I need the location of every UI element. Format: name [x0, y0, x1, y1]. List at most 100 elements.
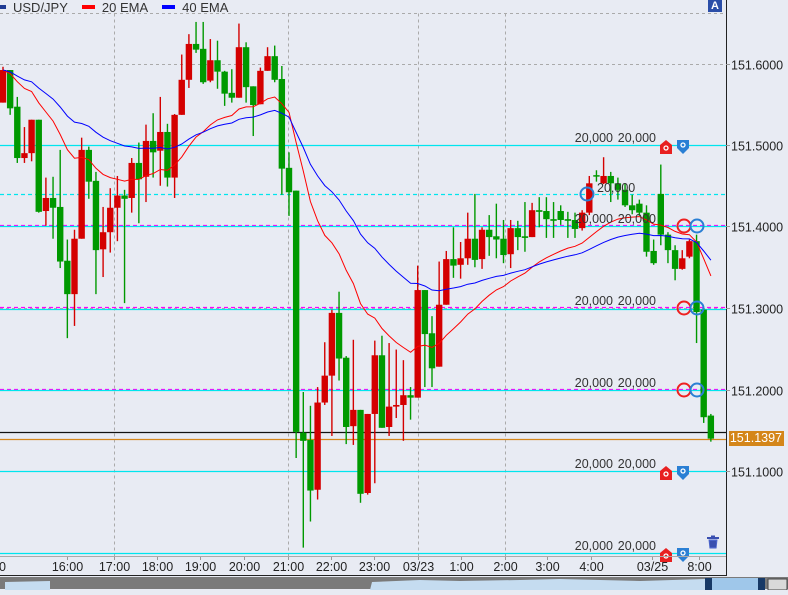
candle-body	[700, 309, 707, 418]
candle-body	[192, 43, 200, 50]
navigator-right-handle[interactable]	[758, 578, 765, 590]
ema-40-line	[2, 69, 712, 292]
candle-body	[414, 290, 421, 398]
candle-body	[671, 250, 679, 269]
candle-body	[135, 162, 143, 180]
order-label: 20,000	[575, 212, 613, 226]
x-tick-label: 16:00	[52, 560, 83, 574]
candle-body	[21, 153, 28, 159]
candle-body	[335, 312, 343, 359]
candle-body	[593, 175, 600, 177]
order-label: 20,000	[618, 294, 656, 308]
order-marker[interactable]: 20,000 20,000	[575, 131, 689, 154]
x-tick-label: 19:00	[185, 560, 216, 574]
candle-body	[643, 212, 650, 252]
candle-body	[514, 228, 521, 238]
candle-body	[629, 205, 636, 211]
x-tick-label: 21:00	[273, 560, 304, 574]
candle-body	[450, 259, 457, 266]
buy-order-circle-icon[interactable]	[689, 218, 705, 234]
order-marker[interactable]: 20,000 20,000	[575, 539, 689, 562]
order-marker[interactable]: 20,000	[579, 181, 636, 202]
x-tick-label: 20:00	[229, 560, 260, 574]
x-tick-label: 03/23	[403, 560, 434, 574]
chart-navigator-scrollbar[interactable]	[0, 577, 788, 591]
candle	[464, 212, 471, 265]
candle-body	[121, 195, 128, 199]
candle	[42, 177, 50, 226]
candle	[629, 194, 636, 215]
y-tick-label: 151.5000	[731, 140, 783, 154]
candle	[528, 202, 536, 238]
trash-icon[interactable]	[706, 535, 720, 549]
navigator-scroll-right-button[interactable]	[767, 578, 788, 591]
candle-body	[385, 406, 393, 427]
candle	[221, 70, 228, 106]
candle-body	[364, 413, 371, 494]
candle	[450, 227, 457, 278]
sell-order-tag-icon[interactable]	[660, 466, 672, 480]
order-marker[interactable]: 20,000 20,000	[575, 212, 705, 234]
candle-body	[85, 149, 92, 182]
candle	[393, 349, 400, 419]
order-marker[interactable]: 20,000 20,000	[575, 294, 705, 316]
candle-body	[64, 260, 71, 295]
x-tick-label: 2:00	[493, 560, 517, 574]
candle	[250, 86, 257, 137]
candle-body	[157, 131, 164, 151]
candle	[435, 261, 443, 367]
candle-body	[99, 232, 107, 250]
candle-body	[564, 219, 572, 221]
candle-body	[214, 60, 221, 72]
candle-body	[71, 238, 78, 295]
navigator-left-handle[interactable]	[705, 578, 712, 590]
candle	[657, 164, 664, 246]
candle	[64, 239, 71, 339]
auto-scale-a-icon[interactable]: A	[708, 0, 722, 12]
candle-body	[650, 250, 657, 264]
order-marker[interactable]: 20,000 20,000	[575, 457, 689, 480]
candle-body	[114, 195, 121, 208]
candle-body	[235, 47, 243, 98]
candle-body	[142, 140, 150, 177]
chart-legend: USD/JPY 20 EMA 40 EMA	[0, 0, 242, 15]
candle	[357, 409, 364, 503]
current-price-tag: 151.1397	[729, 431, 784, 446]
candle-body	[471, 238, 479, 260]
candle-body	[464, 238, 471, 259]
candle-body	[350, 409, 357, 427]
sell-order-tag-icon[interactable]	[660, 140, 672, 154]
candle-body	[28, 119, 35, 154]
candle	[228, 69, 235, 103]
buy-order-circle-icon[interactable]	[689, 382, 705, 398]
candle	[514, 220, 521, 251]
candle-body	[221, 71, 228, 94]
candle-body	[600, 175, 607, 184]
candle	[328, 309, 336, 436]
candle-body	[149, 140, 157, 153]
candle	[57, 149, 64, 269]
navigator-window[interactable]	[705, 578, 765, 590]
sell-order-tag-icon[interactable]	[660, 548, 672, 562]
ema-20-line	[2, 69, 712, 353]
x-tick-label: 03/25	[637, 560, 668, 574]
candle	[700, 308, 707, 423]
candle	[600, 157, 607, 185]
candle	[586, 175, 593, 216]
candle	[507, 219, 514, 269]
y-tick-label: 151.6000	[731, 59, 783, 73]
candle-body	[378, 355, 386, 428]
candle-body	[393, 404, 400, 407]
candle	[264, 47, 271, 71]
order-marker[interactable]: 20,000 20,000	[575, 376, 705, 398]
candle	[550, 202, 557, 238]
order-circle-icon[interactable]	[579, 186, 595, 202]
candle	[257, 67, 264, 105]
x-tick-label: 1:00	[449, 560, 473, 574]
buy-order-circle-icon[interactable]	[689, 300, 705, 316]
candle	[650, 239, 657, 265]
candle-body	[92, 180, 100, 251]
candle-body	[571, 219, 579, 229]
